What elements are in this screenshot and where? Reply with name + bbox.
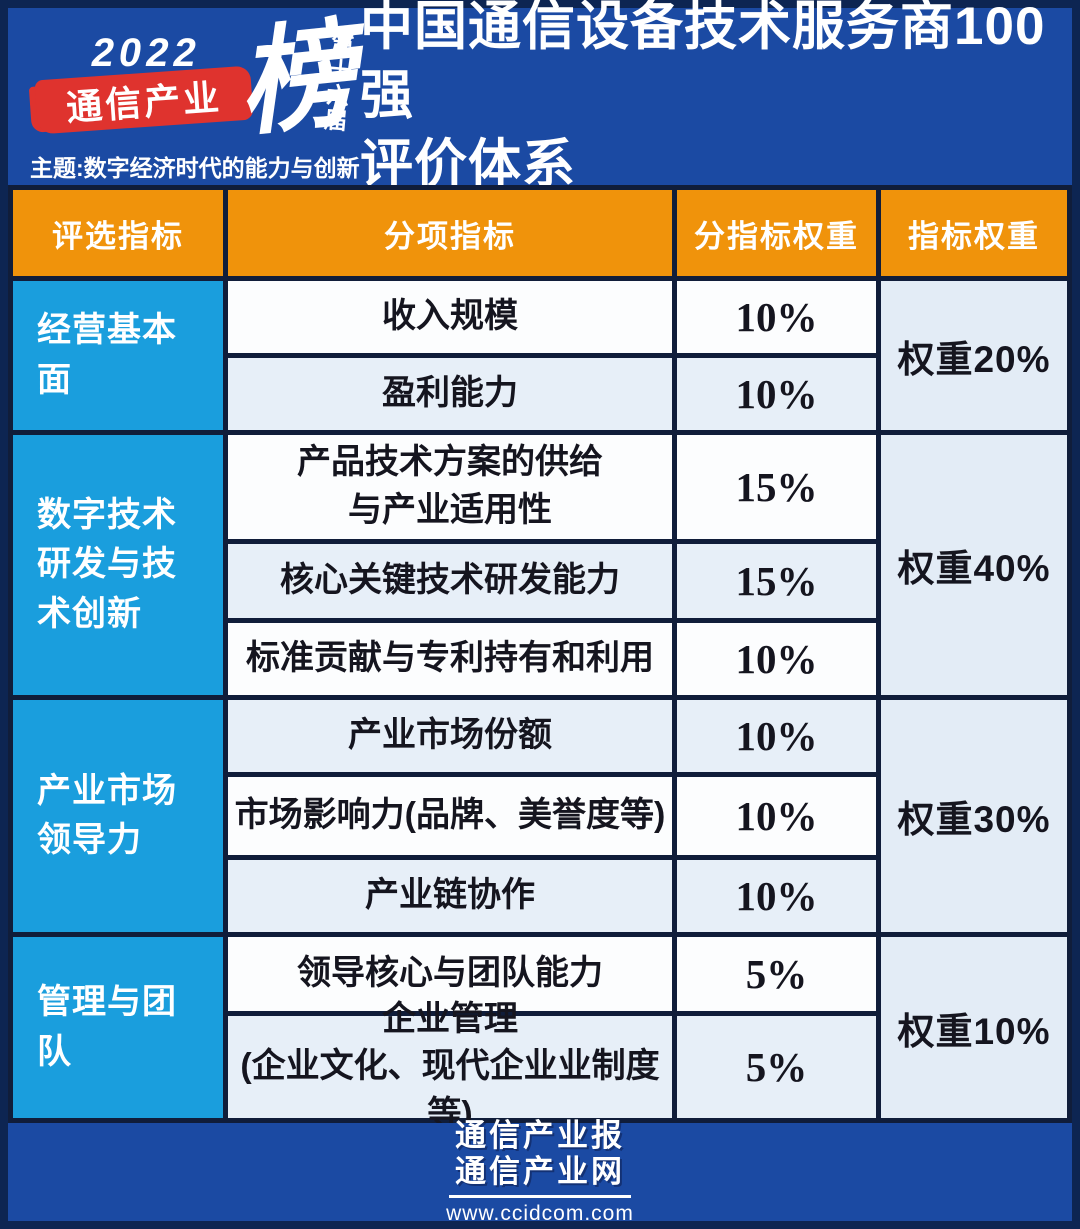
sub-indicator-cell: 盈利能力 (228, 358, 672, 430)
sub-indicator-cell: 产品技术方案的供给 与产业适用性 (228, 435, 672, 539)
sub-weight-cell: 10% (677, 860, 876, 932)
sub-weight-cell: 10% (677, 700, 876, 772)
page-title: 中国通信设备技术服务商100强 评价体系 (360, 0, 1072, 200)
sub-weight-cell: 10% (677, 777, 876, 855)
column-header-group-weight: 指标权重 (881, 190, 1067, 276)
page-title-line1: 中国通信设备技术服务商100强 (360, 0, 1046, 126)
sub-indicator-cell: 市场影响力(品牌、美誉度等) (228, 777, 672, 855)
evaluation-table: 评选指标 分项指标 分指标权重 指标权重 经营基本面 收入规模 10% 盈利能力… (8, 185, 1072, 1133)
column-header-category: 评选指标 (13, 190, 223, 276)
group-weight-cell: 权重40% (881, 435, 1067, 695)
footer-brand-lines: 通信产业报 通信产业网 (449, 1118, 631, 1198)
group-weight-cell: 权重20% (881, 281, 1067, 430)
footer: 通信产业报 通信产业网 www.ccidcom.com (8, 1118, 1072, 1225)
category-cell: 数字技术研发与技术创新 (13, 435, 223, 695)
header-band: 2022 通信产业 榜 第十六届 主题:数字经济时代的能力与创新 中国通信设备技… (8, 0, 1072, 194)
sub-weight-cell: 5% (677, 1016, 876, 1118)
logo-year: 2022 (88, 30, 205, 75)
sub-weight-cell: 5% (677, 937, 876, 1011)
column-header-sub-weight: 分指标权重 (677, 190, 876, 276)
logo-brand-text: 通信产业 (64, 76, 224, 128)
category-cell: 经营基本面 (13, 281, 223, 430)
page-title-line2: 评价体系 (360, 134, 576, 194)
sub-weight-cell: 10% (677, 623, 876, 695)
brand-logo: 2022 通信产业 榜 第十六届 主题:数字经济时代的能力与创新 (26, 8, 360, 181)
sub-weight-cell: 10% (677, 281, 876, 353)
sub-indicator-cell: 标准贡献与专利持有和利用 (228, 623, 672, 695)
category-cell: 管理与团队 (13, 937, 223, 1118)
footer-line-web: 通信产业网 (455, 1154, 625, 1189)
sub-weight-cell: 15% (677, 435, 876, 539)
sub-indicator-cell: 收入规模 (228, 281, 672, 353)
logo-theme-line: 主题:数字经济时代的能力与创新 (30, 154, 360, 181)
sub-indicator-cell: 核心关键技术研发能力 (228, 544, 672, 618)
footer-line-paper: 通信产业报 (455, 1118, 625, 1154)
sub-weight-cell: 10% (677, 358, 876, 430)
category-cell: 产业市场领导力 (13, 700, 223, 932)
column-header-sub-indicator: 分项指标 (228, 190, 672, 276)
sub-indicator-cell: 产业链协作 (228, 860, 672, 932)
group-weight-cell: 权重10% (881, 937, 1067, 1118)
sub-indicator-cell: 产业市场份额 (228, 700, 672, 772)
group-weight-cell: 权重30% (881, 700, 1067, 932)
sub-indicator-cell: 企业管理 (企业文化、现代企业业制度等) (228, 1000, 672, 1133)
sub-indicator-cell: 领导核心与团队能力 (228, 937, 672, 1011)
sub-weight-cell: 15% (677, 544, 876, 618)
logo-red-brush: 通信产业 (34, 65, 254, 134)
footer-url: www.ccidcom.com (446, 1201, 634, 1225)
